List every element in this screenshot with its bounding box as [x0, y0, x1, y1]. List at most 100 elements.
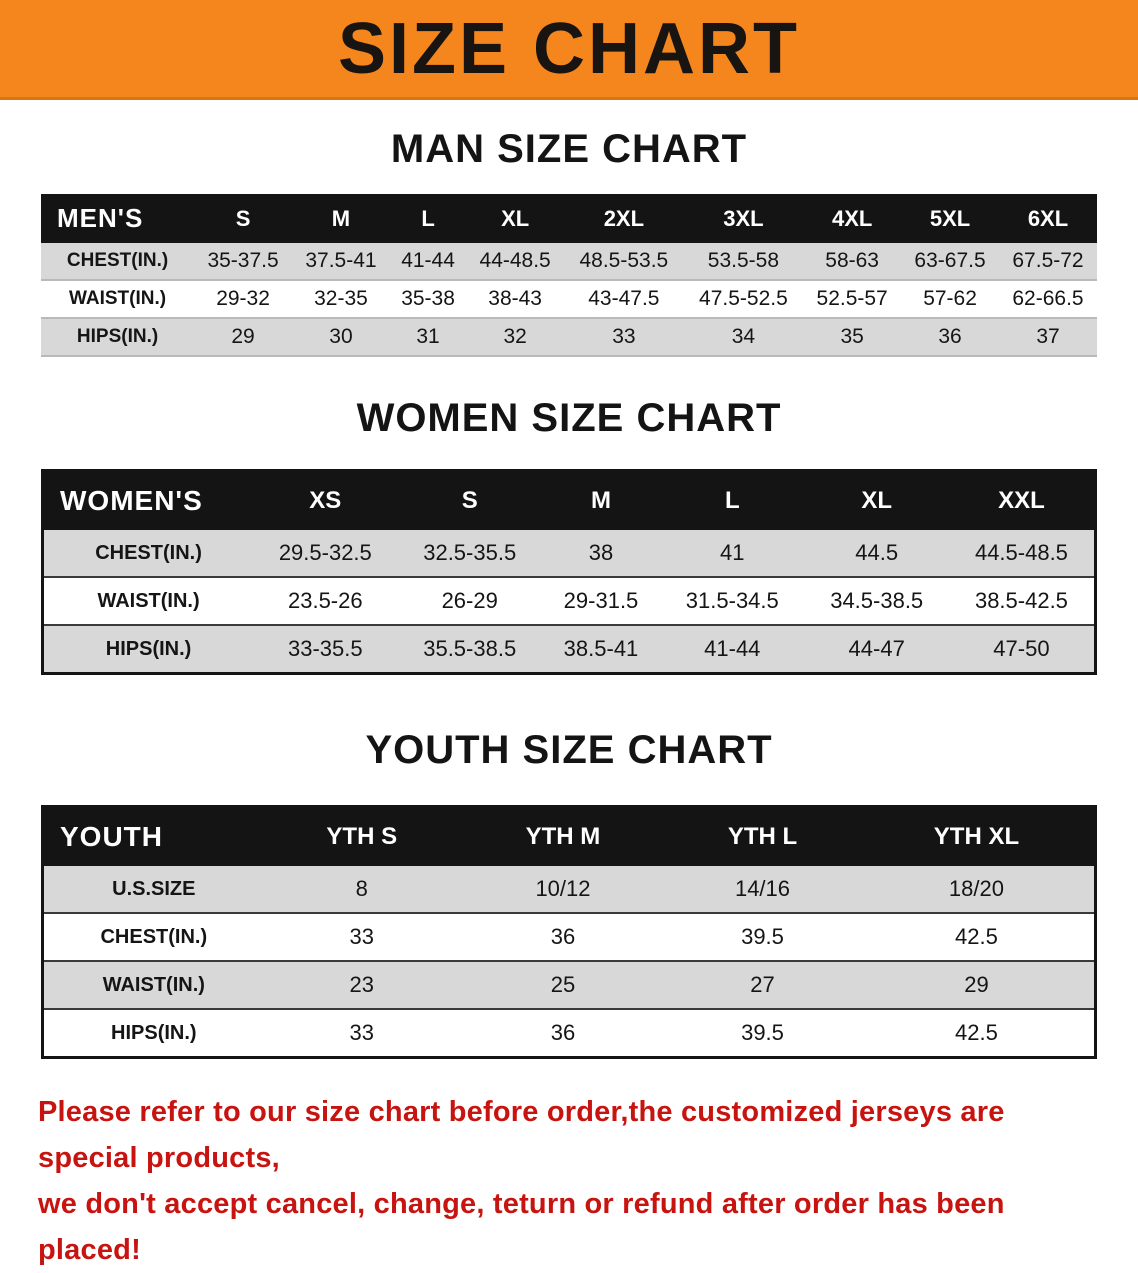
size-header-cell: 2XL — [564, 194, 684, 243]
value-cell: 27 — [666, 961, 859, 1010]
order-notice: Please refer to our size chart before or… — [38, 1089, 1100, 1273]
row-label-cell: WAIST(IN.) — [42, 577, 254, 626]
measurement-row: WAIST(IN.) 23 25 27 29 — [42, 961, 1096, 1010]
value-cell: 33 — [263, 1009, 460, 1058]
measurement-row: HIPS(IN.) 33 36 39.5 42.5 — [42, 1009, 1096, 1058]
value-cell: 57-62 — [901, 280, 999, 319]
size-header-cell: 3XL — [683, 194, 804, 243]
row-label-cell: CHEST(IN.) — [42, 913, 264, 962]
women-size-heading: WOMEN SIZE CHART — [356, 396, 782, 440]
youth-size-section: YOUTH SIZE CHART YOUTH YTH S YTH M YTH L YTH… — [0, 727, 1138, 1059]
value-cell: 47.5-52.5 — [683, 280, 804, 319]
value-cell: 35-38 — [389, 280, 467, 319]
value-cell: 18/20 — [858, 866, 1096, 914]
size-header-row: YOUTH YTH S YTH M YTH L YTH XL — [42, 806, 1096, 866]
value-cell: 35-37.5 — [194, 243, 293, 281]
value-cell: 39.5 — [666, 1009, 859, 1058]
value-cell: 29 — [194, 318, 293, 357]
value-cell: 32 — [466, 318, 565, 357]
measurement-row: WAIST(IN.) 29-32 32-35 35-38 38-43 43-47.5 47.… — [41, 280, 1097, 319]
measurement-row: CHEST(IN.) 35-37.5 37.5-41 41-44 44-48.5 48.5… — [41, 243, 1097, 281]
row-label-cell: CHEST(IN.) — [42, 530, 254, 578]
value-cell: 42.5 — [858, 913, 1096, 962]
table-title-cell: YOUTH — [42, 806, 264, 866]
men-table-wrap: MEN'S S M L XL 2XL 3XL 4XL 5XL 6XL CHEST(IN.) 35-37… — [0, 194, 1138, 357]
size-header-cell: YTH S — [263, 806, 460, 866]
row-label-cell: U.S.SIZE — [42, 866, 264, 914]
value-cell: 44.5 — [804, 530, 949, 578]
size-header-cell: XL — [804, 470, 949, 530]
value-cell: 34 — [683, 318, 804, 357]
value-cell: 26-29 — [397, 577, 542, 626]
youth-table-wrap: YOUTH YTH S YTH M YTH L YTH XL U.S.SIZE 8 10/12… — [0, 805, 1138, 1059]
size-header-cell: YTH M — [459, 806, 667, 866]
order-notice-line1: Please refer to our size chart before or… — [38, 1096, 1005, 1174]
value-cell: 36 — [901, 318, 999, 357]
value-cell: 44.5-48.5 — [948, 530, 1096, 578]
value-cell: 42.5 — [858, 1009, 1096, 1058]
value-cell: 14/16 — [666, 866, 859, 914]
value-cell: 43-47.5 — [564, 280, 684, 319]
value-cell: 41-44 — [389, 243, 467, 281]
value-cell: 62-66.5 — [999, 280, 1097, 319]
size-header-cell: L — [660, 470, 805, 530]
value-cell: 29.5-32.5 — [253, 530, 398, 578]
value-cell: 44-48.5 — [466, 243, 565, 281]
size-header-cell: YTH L — [666, 806, 859, 866]
value-cell: 33 — [263, 913, 460, 962]
value-cell: 35.5-38.5 — [397, 625, 542, 674]
man-size-heading: MAN SIZE CHART — [390, 127, 748, 171]
value-cell: 48.5-53.5 — [564, 243, 684, 281]
row-label-cell: HIPS(IN.) — [42, 1009, 264, 1058]
row-label-cell: WAIST(IN.) — [42, 961, 264, 1010]
row-label-cell: HIPS(IN.) — [42, 625, 254, 674]
youth-size-heading: YOUTH SIZE CHART — [365, 728, 773, 772]
size-header-cell: XXL — [948, 470, 1096, 530]
value-cell: 30 — [292, 318, 390, 357]
measurement-row: CHEST(IN.) 29.5-32.5 32.5-35.5 38 41 44.5 44.5… — [42, 530, 1096, 578]
value-cell: 67.5-72 — [999, 243, 1097, 281]
value-cell: 38-43 — [466, 280, 565, 319]
size-header-cell: 5XL — [901, 194, 999, 243]
value-cell: 37.5-41 — [292, 243, 390, 281]
value-cell: 38.5-42.5 — [948, 577, 1096, 626]
value-cell: 35 — [803, 318, 902, 357]
banner-title: SIZE CHART — [338, 8, 800, 89]
men-size-table: MEN'S S M L XL 2XL 3XL 4XL 5XL 6XL CHEST(IN.) 35-37… — [41, 194, 1097, 357]
value-cell: 29 — [858, 961, 1096, 1010]
value-cell: 36 — [459, 1009, 667, 1058]
row-label-cell: HIPS(IN.) — [41, 318, 195, 357]
value-cell: 58-63 — [803, 243, 902, 281]
value-cell: 37 — [999, 318, 1097, 357]
size-header-cell: XL — [466, 194, 565, 243]
value-cell: 39.5 — [666, 913, 859, 962]
value-cell: 29-31.5 — [541, 577, 661, 626]
size-header-row: MEN'S S M L XL 2XL 3XL 4XL 5XL 6XL — [41, 194, 1097, 243]
women-size-section: WOMEN SIZE CHART WOMEN'S XS S M L XL XXL CHEST(… — [0, 395, 1138, 675]
value-cell: 41-44 — [660, 625, 805, 674]
measurement-row: CHEST(IN.) 33 36 39.5 42.5 — [42, 913, 1096, 962]
size-header-cell: 6XL — [999, 194, 1097, 243]
size-header-cell: M — [292, 194, 390, 243]
value-cell: 23 — [263, 961, 460, 1010]
value-cell: 10/12 — [459, 866, 667, 914]
value-cell: 31.5-34.5 — [660, 577, 805, 626]
women-size-table: WOMEN'S XS S M L XL XXL CHEST(IN.) 29.5-32.5 32.5… — [41, 469, 1097, 675]
value-cell: 47-50 — [948, 625, 1096, 674]
value-cell: 23.5-26 — [253, 577, 398, 626]
value-cell: 41 — [660, 530, 805, 578]
youth-size-table: YOUTH YTH S YTH M YTH L YTH XL U.S.SIZE 8 10/12… — [41, 805, 1097, 1059]
size-header-cell: M — [541, 470, 661, 530]
man-size-section: MAN SIZE CHART MEN'S S M L XL 2XL 3XL 4XL 5XL 6XL… — [0, 126, 1138, 357]
value-cell: 53.5-58 — [683, 243, 804, 281]
size-header-row: WOMEN'S XS S M L XL XXL — [42, 470, 1096, 530]
value-cell: 44-47 — [804, 625, 949, 674]
value-cell: 63-67.5 — [901, 243, 999, 281]
table-title-cell: MEN'S — [41, 194, 195, 243]
value-cell: 33 — [564, 318, 684, 357]
value-cell: 38.5-41 — [541, 625, 661, 674]
women-table-wrap: WOMEN'S XS S M L XL XXL CHEST(IN.) 29.5-32.5 32.5… — [0, 469, 1138, 675]
value-cell: 31 — [389, 318, 467, 357]
value-cell: 32-35 — [292, 280, 390, 319]
row-label-cell: WAIST(IN.) — [41, 280, 195, 319]
